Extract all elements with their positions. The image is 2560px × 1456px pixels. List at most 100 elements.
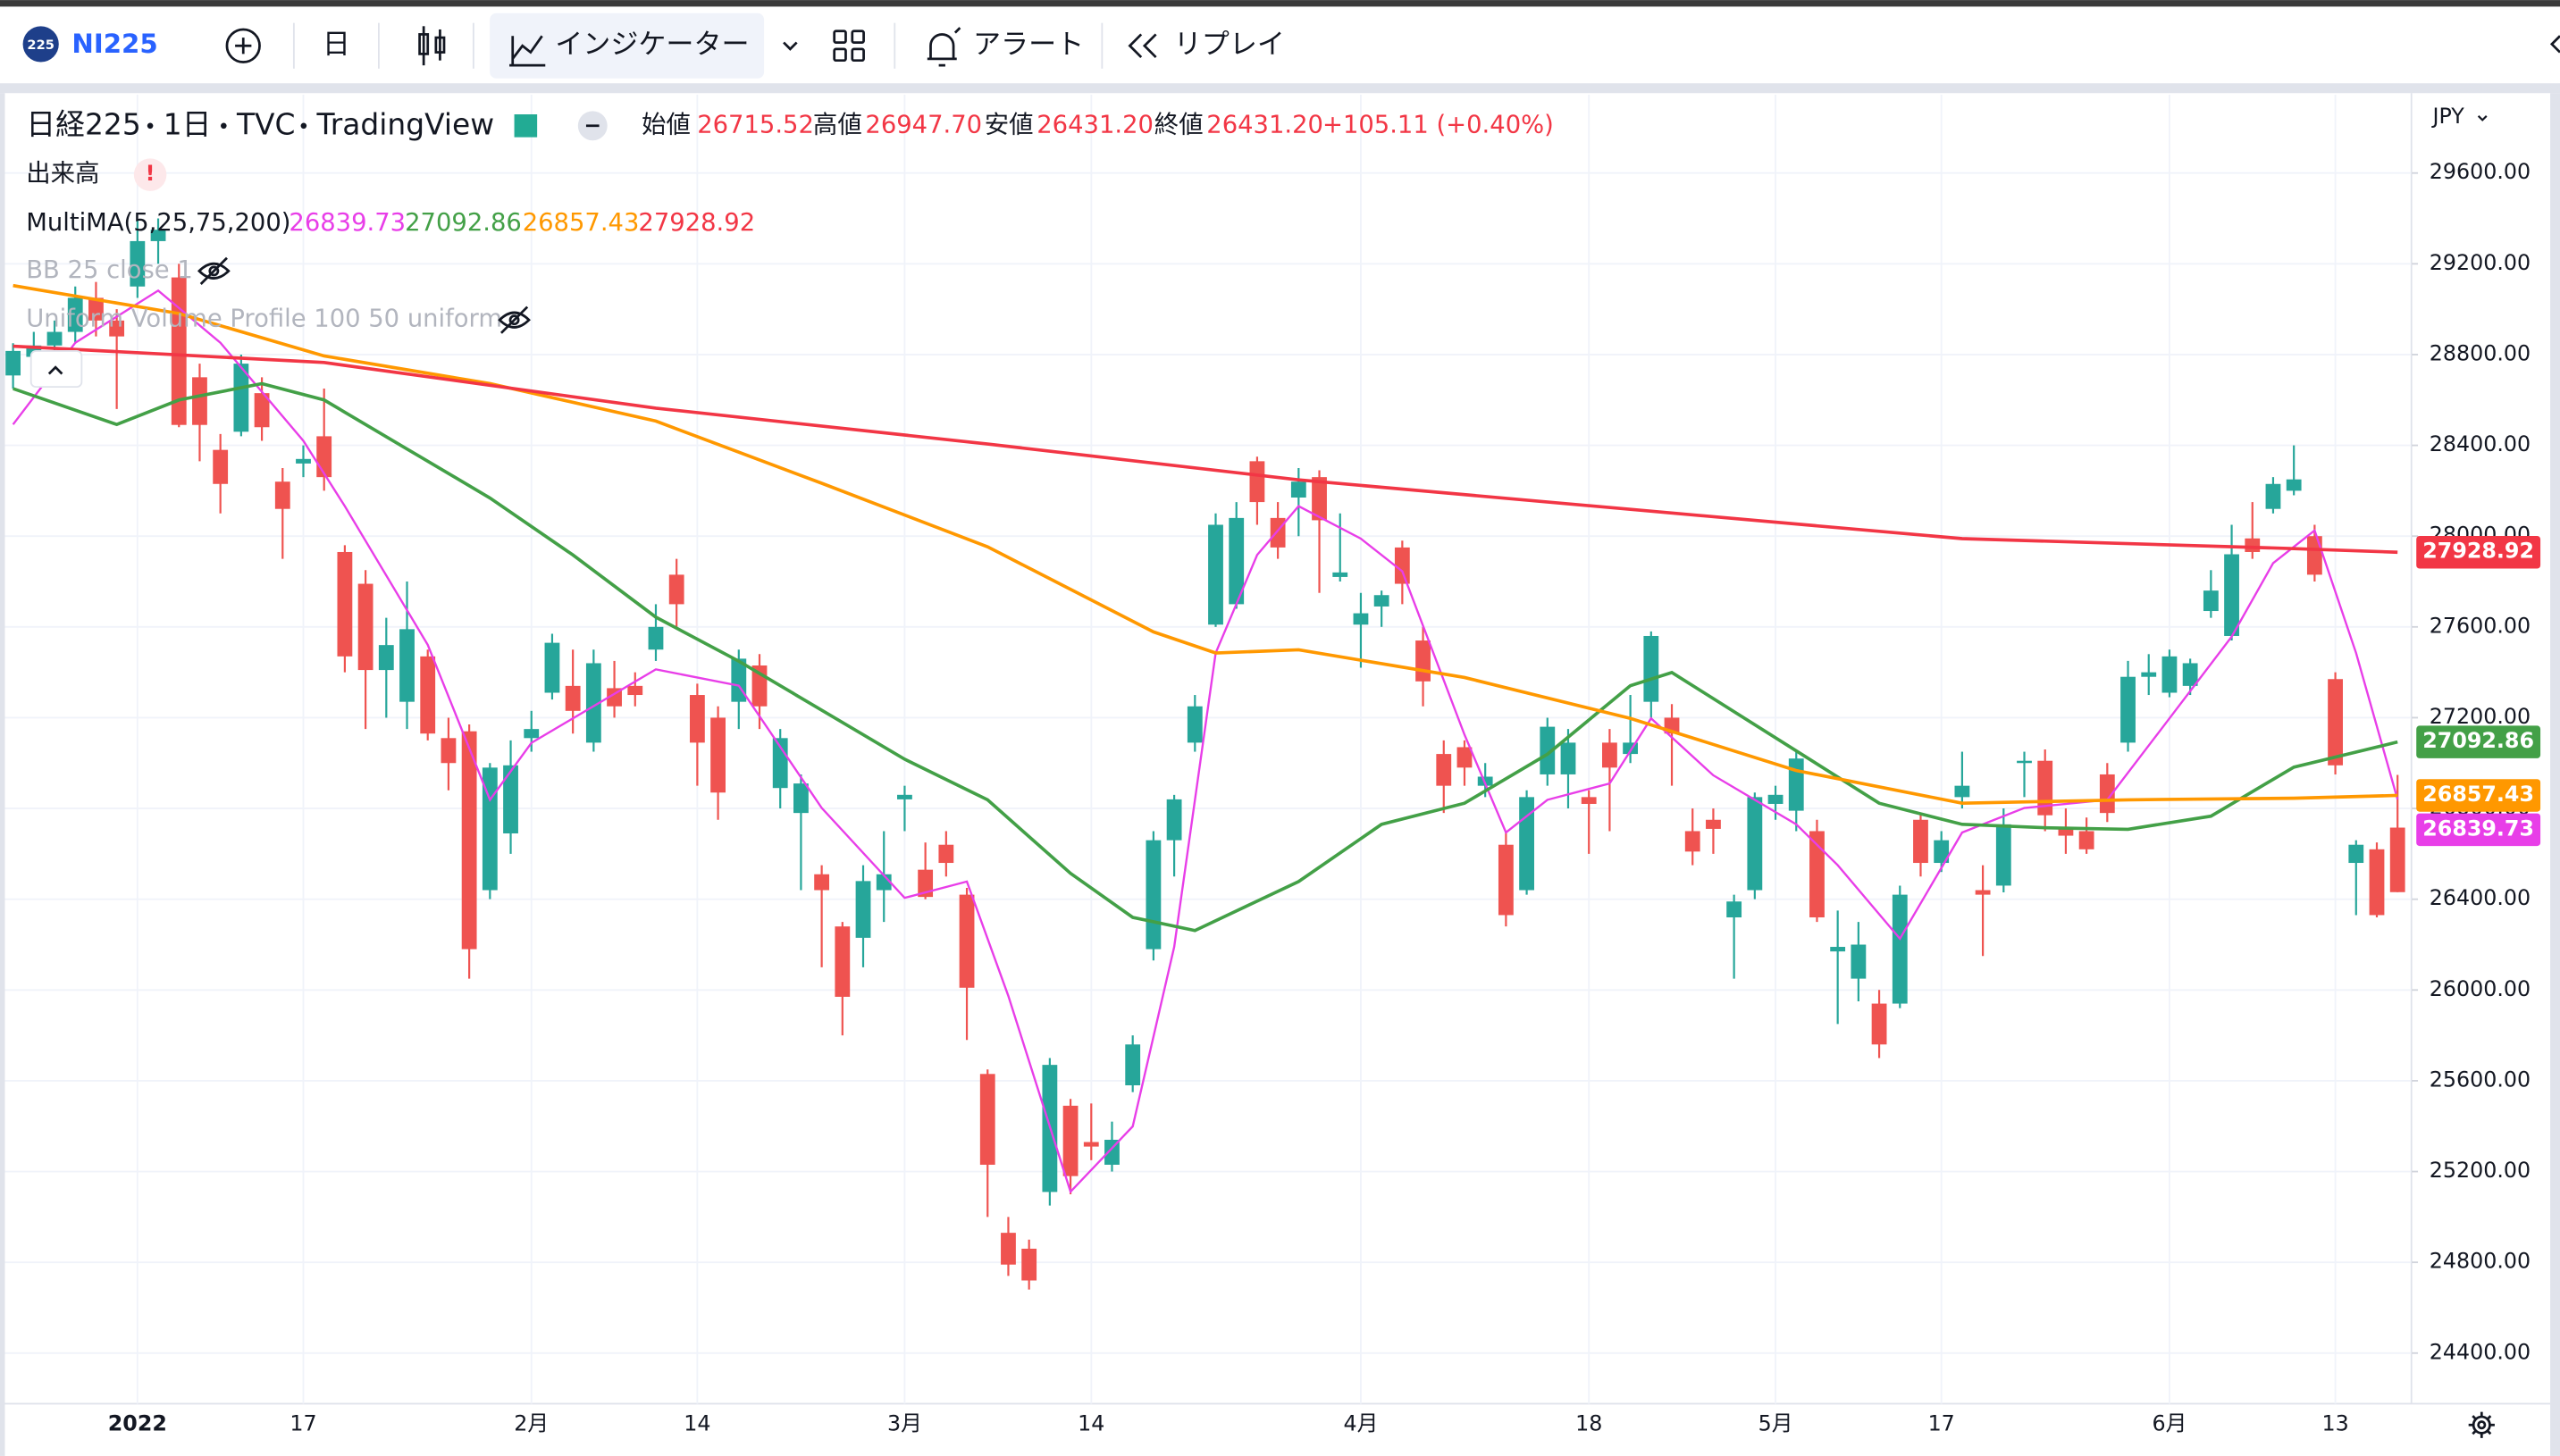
candle-body: [2182, 663, 2198, 686]
candle-body: [88, 297, 104, 321]
replay-icon[interactable]: [1128, 33, 1157, 59]
ma-value: 27928.92: [638, 209, 755, 237]
candle-body: [254, 393, 270, 428]
bb-label: BB 25 close 1: [26, 256, 193, 284]
candle-body: [1394, 547, 1410, 584]
candle-body: [482, 767, 498, 891]
indicators-icon: [509, 35, 546, 67]
interval[interactable]: 日: [323, 29, 350, 61]
candle-body: [1436, 754, 1452, 786]
candle-body: [2389, 827, 2405, 892]
market-status[interactable]: [514, 113, 538, 138]
candle-body: [274, 481, 290, 509]
candle-body: [503, 765, 518, 834]
candle-body: [461, 731, 477, 950]
candle-body: [835, 926, 851, 997]
candle-body: [378, 645, 394, 671]
symbol[interactable]: NI225: [71, 29, 157, 59]
x-tick-label: 17: [1928, 1411, 1955, 1436]
x-tick-label: 2月: [514, 1411, 549, 1436]
candle-body: [959, 894, 975, 988]
indicators-label: インジケーター: [555, 29, 749, 61]
x-tick-label: 18: [1575, 1411, 1602, 1436]
dot: [300, 122, 307, 130]
x-tick-label: 5月: [1758, 1411, 1793, 1436]
candle-body: [2369, 849, 2385, 916]
symbol-badge-text: 225: [27, 38, 55, 53]
symbol-badge[interactable]: [22, 26, 59, 63]
legend: 日経225 1日 TVC TradingView 始値 26715.52 高値 …: [26, 106, 1554, 389]
ohlc-name: 高値: [813, 111, 862, 138]
chevron[interactable]: [783, 41, 798, 51]
settings[interactable]: [2468, 1411, 2495, 1438]
candle-body: [192, 377, 207, 425]
candle-body: [1767, 794, 1784, 804]
candle-body: [2306, 536, 2322, 575]
candle-body: [2328, 679, 2343, 766]
candle-body: [2203, 590, 2219, 612]
ohlc-name: 終値: [1154, 111, 1204, 138]
y-tick-label: 28400.00: [2430, 431, 2531, 456]
candle-body: [1415, 640, 1431, 682]
candle-body: [296, 458, 311, 464]
x-tick-label: 14: [1078, 1411, 1104, 1436]
hidden-icon[interactable]: [498, 305, 531, 334]
add-icon: [235, 38, 252, 54]
candle-body: [1187, 706, 1203, 743]
candle-body: [1456, 747, 1473, 768]
x-tick-label: 2022: [108, 1411, 167, 1436]
candle-body: [585, 663, 601, 743]
candle-body: [1954, 785, 1970, 798]
candle-body: [2224, 554, 2239, 636]
candle-body: [1312, 477, 1327, 521]
chart-type[interactable]: [418, 26, 446, 66]
replay-label[interactable]: リプレイ: [1174, 29, 1285, 61]
candle-body: [1851, 944, 1867, 979]
collapse-arrow[interactable]: [2549, 35, 2560, 54]
candle-body: [1706, 819, 1721, 829]
candle-body: [2286, 479, 2302, 491]
candle-body: [420, 656, 436, 734]
price-tag: [2416, 535, 2541, 569]
price-tag-label: 26839.73: [2422, 816, 2534, 841]
candle-body: [2161, 656, 2178, 693]
candle-body: [648, 626, 664, 650]
x-tick-label: 3月: [887, 1411, 922, 1436]
plot: [5, 218, 2405, 1290]
indicators-button[interactable]: [490, 13, 765, 79]
error-mark: !: [146, 161, 155, 186]
candle-body: [1540, 726, 1556, 774]
candle-body: [938, 844, 954, 864]
ma-line: [13, 381, 2398, 933]
x-tick-label: 17: [290, 1411, 316, 1436]
add-symbol[interactable]: [225, 28, 261, 63]
alert-icon[interactable]: [927, 27, 961, 67]
alert-label[interactable]: アラート: [973, 29, 1084, 61]
ohlc-name: 始値: [642, 111, 691, 138]
error-icon[interactable]: [133, 158, 167, 191]
ohlc-value: 26431.20: [1037, 111, 1154, 138]
ohlc-name: 安値: [985, 111, 1034, 138]
candle-body: [1684, 831, 1700, 852]
candle-body: [2265, 483, 2281, 509]
candle-body: [1062, 1105, 1079, 1176]
legend-interval: 1日: [164, 106, 212, 141]
change: +105.11 (+0.40%): [1322, 111, 1554, 138]
currency[interactable]: JPY: [2430, 104, 2464, 129]
candle-body: [150, 230, 166, 241]
ohlc-value: 26431.20: [1206, 111, 1323, 138]
pane-border: [2550, 93, 2560, 1456]
hidden-icon[interactable]: [197, 256, 231, 285]
candle-body: [1373, 595, 1389, 607]
candle-body: [441, 738, 457, 764]
candle-body: [544, 642, 560, 693]
ohlc-value: 26715.52: [697, 111, 814, 138]
candle-body: [1270, 517, 1286, 548]
candle-body: [710, 717, 726, 793]
candle-body: [1290, 481, 1306, 498]
layouts[interactable]: [833, 29, 865, 63]
y-tick-label: 27600.00: [2430, 613, 2531, 638]
top-bar: [0, 0, 2560, 7]
y-tick-label: 25200.00: [2430, 1158, 2531, 1183]
